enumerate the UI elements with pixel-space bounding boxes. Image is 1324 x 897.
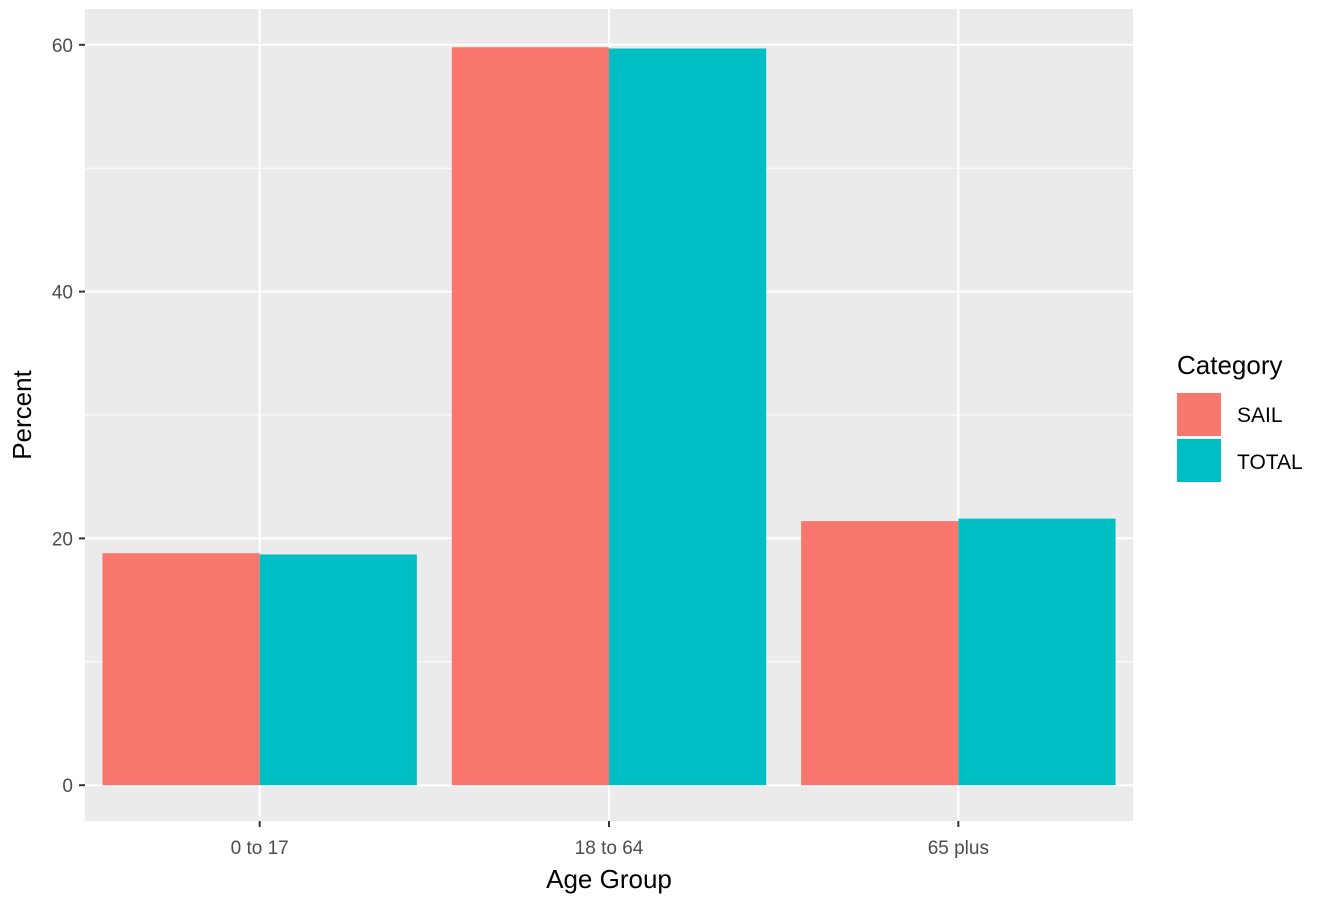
legend-key-sail xyxy=(1177,393,1221,436)
bar-sail-2 xyxy=(451,47,609,786)
y-tick-label: 60 xyxy=(52,36,73,57)
bar-total-1 xyxy=(259,554,417,786)
bar-total-3 xyxy=(958,518,1116,786)
x-tick-label: 0 to 17 xyxy=(231,838,289,859)
legend-label-total: TOTAL xyxy=(1237,451,1303,474)
y-tick-label: 0 xyxy=(62,776,73,797)
x-axis-title: Age Group xyxy=(546,864,672,894)
y-tick-label: 40 xyxy=(52,283,73,304)
axis-ticks: 0 20 40 60 0 to 17 18 to 64 65 plus xyxy=(52,36,989,859)
x-tick-label: 65 plus xyxy=(928,838,989,859)
bars xyxy=(102,47,1116,786)
legend-title: Category xyxy=(1177,350,1283,380)
legend-label-sail: SAIL xyxy=(1237,404,1283,427)
bar-sail-3 xyxy=(801,521,959,786)
y-axis-title: Percent xyxy=(7,369,37,459)
legend: Category SAIL TOTAL xyxy=(1177,350,1303,482)
bar-total-2 xyxy=(609,48,767,786)
legend-key-total xyxy=(1177,439,1221,482)
y-tick-label: 20 xyxy=(52,529,73,550)
x-tick-label: 18 to 64 xyxy=(575,838,644,859)
bar-sail-1 xyxy=(102,553,260,786)
